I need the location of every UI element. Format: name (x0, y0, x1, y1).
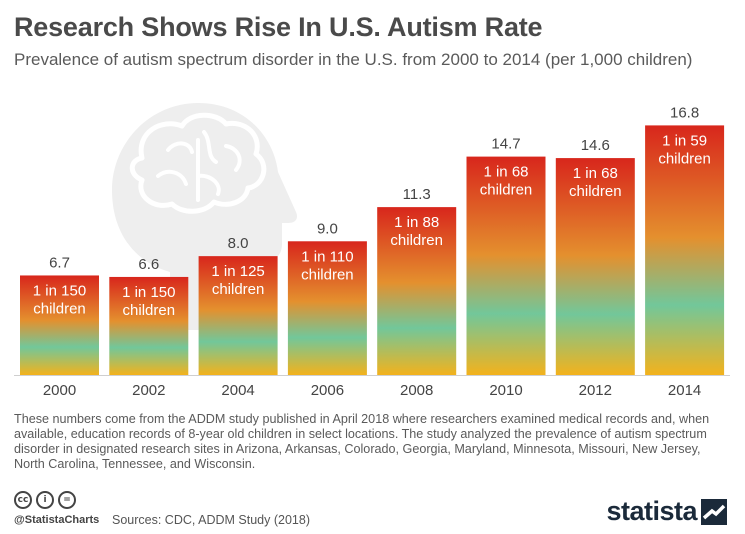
bar-2002[interactable] (109, 276, 189, 375)
bar-annotation: 1 in 150 (122, 284, 175, 301)
bar-annotation: children (212, 281, 265, 298)
sources-text: Sources: CDC, ADDM Study (2018) (112, 513, 310, 527)
bar-annotation: 1 in 68 (573, 165, 618, 182)
value-label: 6.7 (49, 254, 70, 271)
statista-logo[interactable]: statista (606, 496, 727, 527)
x-tick-label: 2010 (489, 382, 522, 399)
bar-annotation: 1 in 68 (483, 164, 528, 181)
head-brain-icon (112, 103, 298, 330)
value-label: 11.3 (403, 186, 431, 203)
x-tick-label: 2012 (579, 382, 612, 399)
x-tick-label: 2002 (132, 382, 165, 399)
bar-annotation: children (301, 266, 354, 283)
cc-icon[interactable]: cc (14, 491, 32, 509)
bar-annotation: 1 in 110 (301, 248, 353, 265)
bar-annotation: children (480, 182, 533, 199)
bar-annotation: 1 in 59 (662, 132, 707, 149)
bar-annotation: 1 in 125 (211, 263, 264, 280)
bar-2010[interactable] (466, 156, 546, 375)
x-tick-label: 2008 (400, 382, 433, 399)
bar-2000[interactable] (20, 275, 99, 375)
license-block: cc i = @StatistaCharts (14, 491, 99, 526)
bar-annotation: children (658, 150, 711, 167)
bar-annotation: children (569, 183, 622, 200)
x-tick-label: 2014 (668, 382, 701, 399)
bar-2012[interactable] (555, 158, 635, 375)
value-label: 16.8 (670, 104, 699, 121)
x-tick-label: 2000 (43, 382, 76, 399)
bar-2004[interactable] (198, 256, 278, 375)
x-tick-label: 2004 (221, 382, 254, 399)
bar-annotation: 1 in 150 (33, 282, 86, 299)
value-label: 6.6 (138, 256, 159, 273)
brand-name: statista (606, 496, 697, 526)
x-tick-label: 2006 (311, 382, 344, 399)
bar-2014[interactable] (645, 125, 725, 376)
statista-mark-icon (701, 498, 727, 525)
footnote: These numbers come from the ADDM study p… (14, 412, 710, 471)
value-label: 9.0 (317, 220, 338, 237)
nd-icon[interactable]: = (58, 491, 76, 509)
chart-title: Research Shows Rise In U.S. Autism Rate (14, 12, 543, 42)
by-icon[interactable]: i (36, 491, 54, 509)
chart-subtitle: Prevalence of autism spectrum disorder i… (14, 50, 693, 69)
bar-2008[interactable] (377, 207, 457, 375)
bar-2006[interactable] (287, 241, 367, 375)
value-label: 14.6 (581, 137, 610, 154)
license-icons: cc i = (14, 491, 99, 509)
value-label: 14.7 (491, 136, 520, 153)
bar-annotation: 1 in 88 (394, 214, 439, 231)
bar-annotation: children (123, 302, 176, 319)
bar-annotation: children (33, 300, 86, 317)
twitter-handle[interactable]: @StatistaCharts (14, 514, 100, 526)
bar-annotation: children (390, 232, 443, 249)
value-label: 8.0 (228, 235, 249, 252)
